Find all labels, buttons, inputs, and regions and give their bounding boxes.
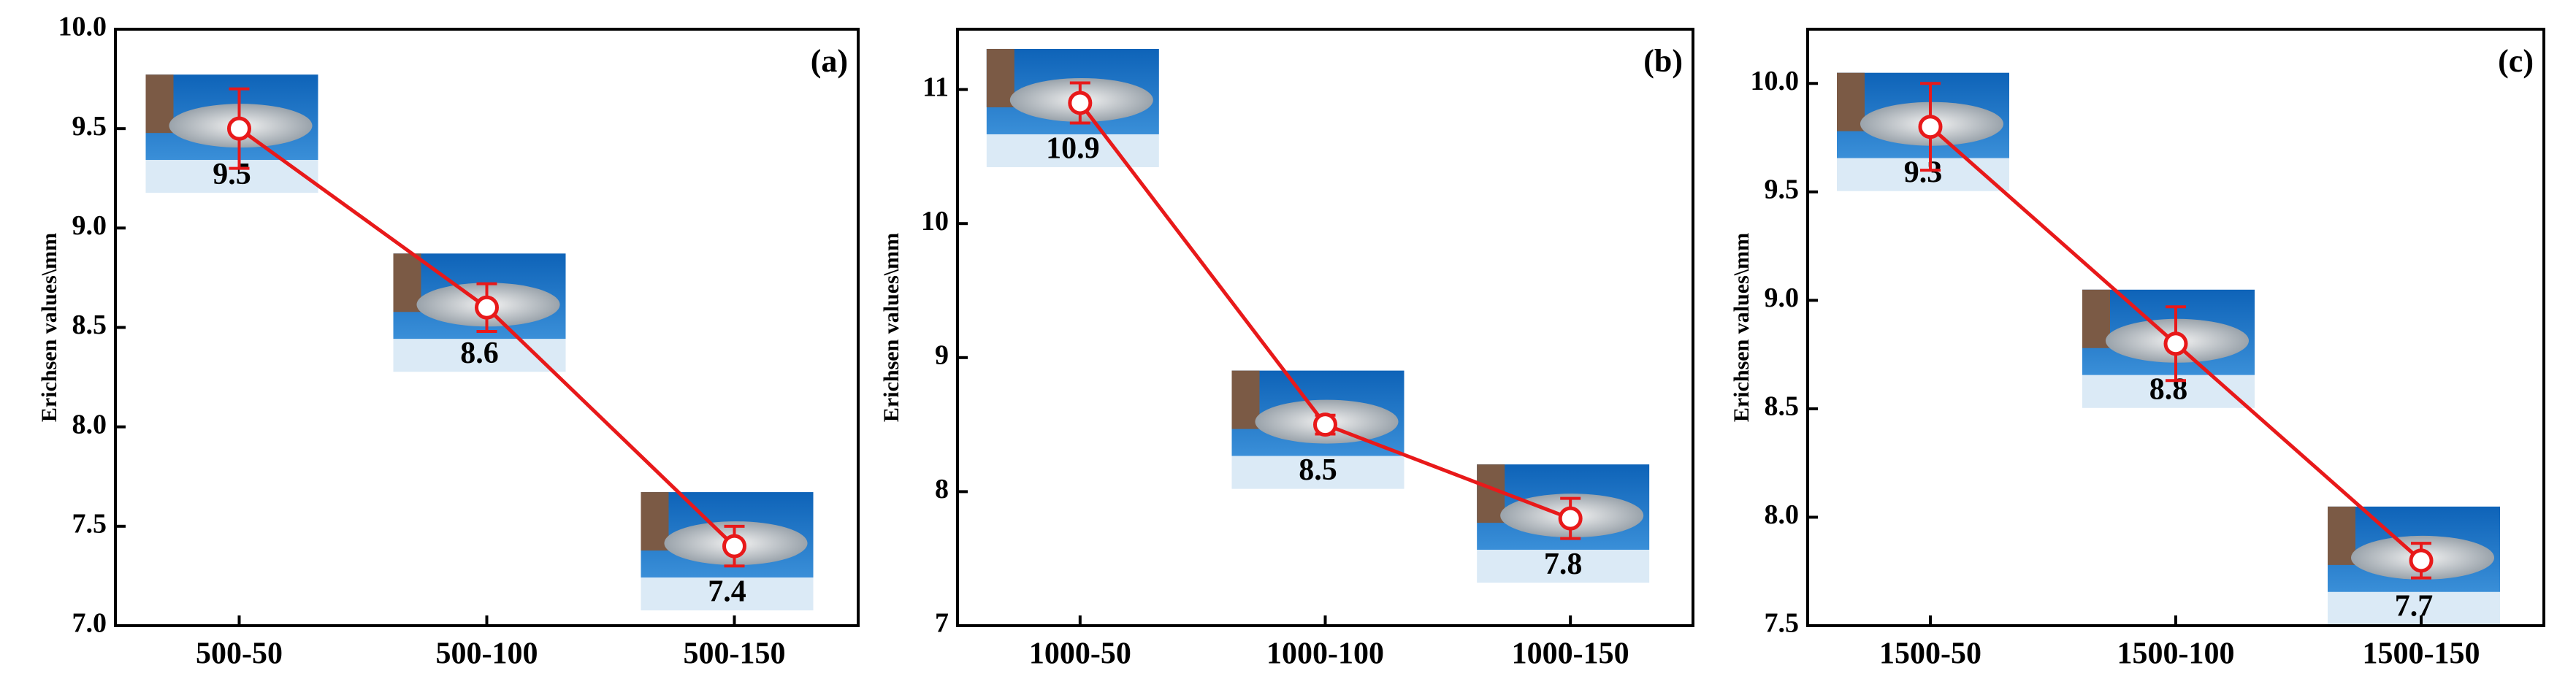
y-tick-label: 9.5 [72, 111, 107, 142]
x-tick-label: 1000-100 [1266, 637, 1384, 671]
y-tick-label: 8.0 [1765, 499, 1800, 530]
y-axis-label: Erichsen values\mm [879, 233, 903, 422]
inset-label: 8.6 [460, 337, 499, 370]
y-tick-label: 9.5 [1765, 174, 1800, 205]
x-tick-label: 1500-50 [1879, 637, 1981, 671]
panel: 9.5 8.6 7.4 7.0 7.5 8.0 8.5 9.0 9.5 10.0 500-50 500… [37, 12, 860, 671]
caption-strip [1231, 456, 1404, 489]
inset-label: 7.4 [708, 575, 746, 609]
x-tick-label: 1000-150 [1512, 637, 1629, 671]
ruler [393, 253, 421, 312]
y-axis-label: Erichsen values\mm [1730, 233, 1754, 422]
marker [1918, 115, 1943, 139]
y-tick-label: 10 [921, 206, 949, 237]
marker [227, 116, 251, 141]
marker [475, 295, 499, 320]
y-tick-label: 9.0 [72, 210, 107, 241]
panel-label: (b) [1643, 43, 1683, 79]
marker [1558, 506, 1583, 531]
inset-label: 8.5 [1299, 453, 1337, 487]
inset-label: 8.8 [2149, 372, 2188, 406]
inset-label: 7.7 [2395, 590, 2434, 623]
caption-strip [641, 577, 814, 611]
y-tick-label: 8.5 [1765, 391, 1800, 422]
panel: 10.9 8.5 7.8 7 8 9 10 11 1000-50 1000-100 1000-150… [879, 28, 1694, 671]
caption-strip [986, 134, 1159, 167]
y-tick-label: 8.0 [72, 409, 107, 440]
marker [1068, 91, 1093, 115]
ruler [1837, 72, 1865, 131]
y-tick-label: 9 [935, 340, 949, 371]
marker [722, 534, 746, 559]
y-axis-label: Erichsen values\mm [37, 233, 61, 422]
marker [2409, 548, 2434, 573]
y-tick-label: 8.5 [72, 310, 107, 340]
caption-strip [1477, 550, 1650, 583]
y-tick-label: 10.0 [1751, 66, 1800, 96]
y-tick-label: 7.5 [1765, 608, 1800, 639]
y-tick-label: 11 [922, 72, 949, 102]
ruler [2328, 506, 2355, 565]
panel-label: (c) [2498, 43, 2534, 79]
y-tick-label: 8 [935, 474, 949, 504]
y-tick-label: 7 [935, 608, 949, 639]
ruler [986, 48, 1014, 107]
ruler [145, 74, 174, 134]
caption-strip [1837, 158, 2009, 191]
x-tick-label: 1000-50 [1029, 637, 1131, 671]
inset-label: 7.8 [1544, 548, 1583, 581]
x-tick-label: 500-100 [436, 637, 538, 671]
x-tick-label: 1500-100 [2117, 637, 2235, 671]
caption-strip [2328, 591, 2500, 625]
x-tick-label: 500-50 [196, 637, 283, 671]
inset-label: 9.3 [1904, 156, 1943, 189]
ruler [641, 492, 669, 551]
inset-label: 10.9 [1046, 132, 1100, 166]
y-tick-label: 7.5 [72, 509, 107, 540]
y-tick-label: 7.0 [72, 608, 107, 639]
panel-label: (a) [811, 43, 848, 79]
panel: 9.3 8.8 7.7 7.5 8.0 8.5 9.0 9.5 10.0 1500-50 1500-… [1730, 28, 2545, 671]
ruler [2082, 289, 2110, 348]
marker [2163, 331, 2188, 356]
marker [1313, 412, 1337, 437]
x-tick-label: 500-150 [684, 637, 786, 671]
ruler [1477, 464, 1505, 523]
inset-label: 9.5 [213, 158, 251, 191]
y-tick-label: 9.0 [1765, 283, 1800, 313]
y-tick-label: 10.0 [58, 12, 107, 42]
ruler [1231, 370, 1260, 429]
x-tick-label: 1500-150 [2363, 637, 2480, 671]
